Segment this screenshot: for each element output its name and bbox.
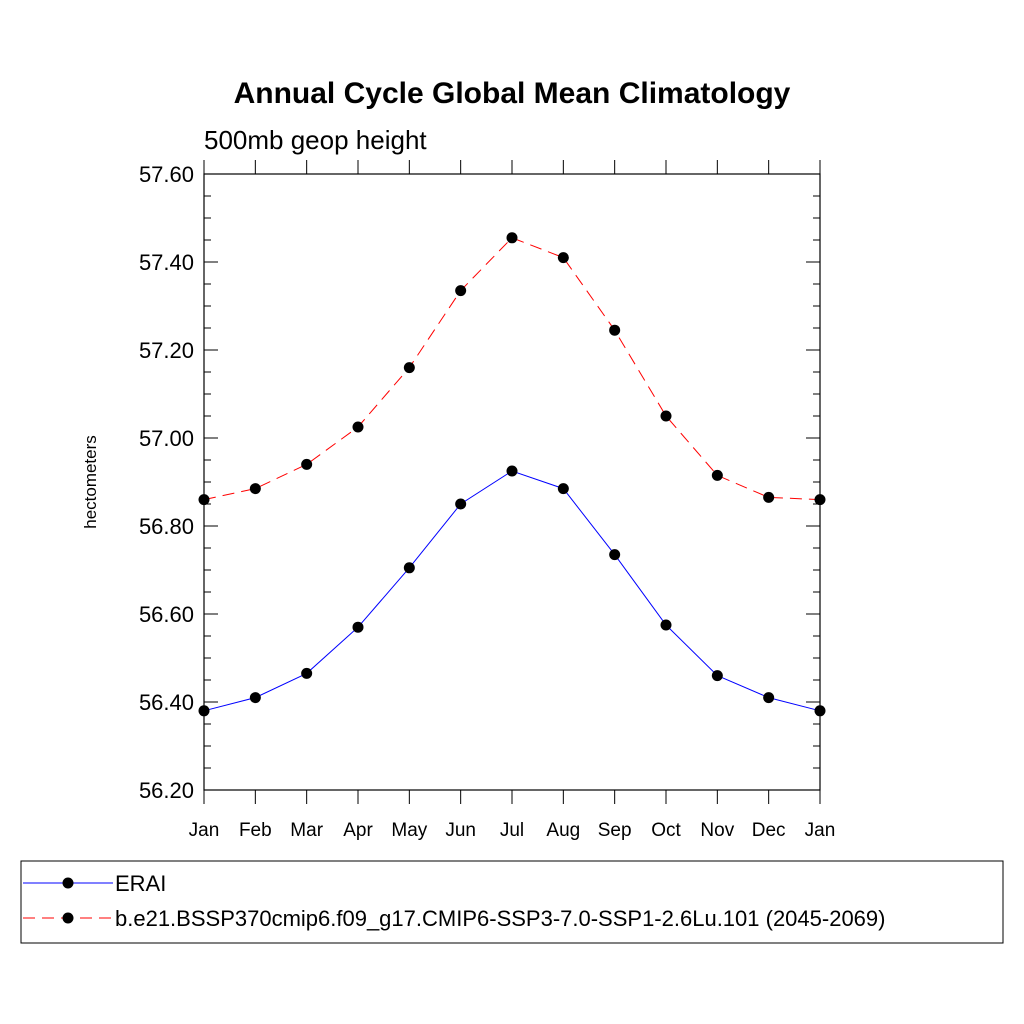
x-tick-label: Sep (598, 820, 632, 841)
data-point (352, 421, 364, 433)
data-point (660, 410, 672, 422)
chart-title: Annual Cycle Global Mean Climatology (234, 77, 791, 110)
data-point (609, 324, 621, 336)
data-point (506, 232, 518, 244)
data-point (557, 252, 569, 264)
data-point (763, 692, 775, 704)
data-point (455, 285, 467, 297)
x-tick-label: Jan (805, 820, 836, 841)
x-tick-label: Jul (500, 820, 524, 841)
x-tick-label: Oct (651, 820, 681, 841)
legend-label-1: b.e21.BSSP370cmip6.f09_g17.CMIP6-SSP3-7.… (115, 906, 885, 931)
y-tick-label: 57.00 (139, 426, 194, 451)
x-tick-label: Mar (290, 820, 323, 841)
data-point (814, 494, 826, 506)
data-point (660, 619, 672, 631)
x-tick-label: Feb (239, 820, 272, 841)
data-point (352, 621, 364, 633)
x-tick-labels: Jan Feb Mar Apr May Jun Jul Aug Sep Oct Nov Dec Jan (189, 820, 836, 841)
data-point (711, 670, 723, 682)
plot-frame (203, 173, 821, 791)
y-tick-label: 57.20 (139, 338, 194, 363)
y-axis-label: hectometers (81, 435, 100, 529)
data-point (198, 705, 210, 717)
data-point (711, 469, 723, 481)
data-point (403, 362, 415, 374)
x-tick-label: Jun (445, 820, 476, 841)
y-tick-label: 57.60 (139, 162, 194, 187)
series-line-0 (203, 470, 821, 712)
series-line-1 (203, 237, 821, 501)
y-tick-labels: 56.20 56.40 56.60 56.80 57.00 57.20 57.40 57.60 (139, 162, 194, 803)
data-point (557, 483, 569, 495)
x-tick-label: May (391, 820, 427, 841)
legend-box (20, 860, 1004, 944)
series-layer (198, 232, 826, 717)
data-point (198, 494, 210, 506)
data-point (249, 483, 261, 495)
data-point (455, 498, 467, 510)
chart-subtitle: 500mb geop height (204, 125, 427, 155)
y-tick-label: 56.80 (139, 514, 194, 539)
y-tick-label: 56.40 (139, 690, 194, 715)
x-tick-label: Apr (343, 820, 373, 841)
data-point (403, 562, 415, 574)
x-tick-label: Dec (752, 820, 786, 841)
data-point (609, 549, 621, 561)
x-tick-label: Nov (700, 820, 734, 841)
legend-label-0: ERAI (115, 871, 166, 896)
y-tick-label: 56.20 (139, 778, 194, 803)
data-point (506, 465, 518, 477)
legend-marker-0 (62, 877, 74, 889)
y-tick-label: 57.40 (139, 250, 194, 275)
axis-ticks (203, 160, 821, 804)
data-point (763, 491, 775, 503)
legend-marker-1 (62, 912, 74, 924)
data-point (301, 667, 313, 679)
x-tick-label: Aug (546, 820, 580, 841)
data-point (249, 692, 261, 704)
data-point (301, 458, 313, 470)
legend: ERAI b.e21.BSSP370cmip6.f09_g17.CMIP6-SSP… (23, 871, 885, 931)
x-tick-label: Jan (189, 820, 220, 841)
data-point (814, 705, 826, 717)
y-tick-label: 56.60 (139, 602, 194, 627)
